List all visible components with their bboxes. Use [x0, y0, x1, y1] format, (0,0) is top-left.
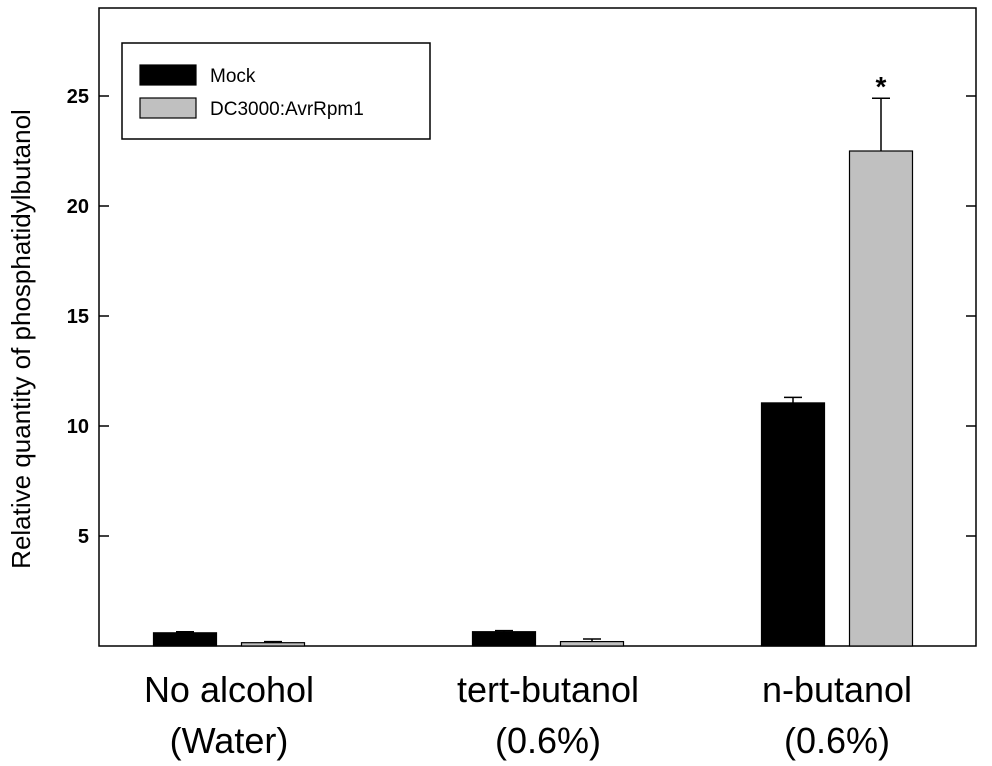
legend-label-1: DC3000:AvrRpm1: [210, 99, 364, 120]
y-tick-label: 15: [67, 306, 89, 328]
y-tick-label: 5: [78, 526, 89, 548]
legend-label-0: Mock: [210, 66, 256, 87]
y-tick-label: 20: [67, 196, 89, 218]
x-category-label-line1: No alcohol: [144, 669, 314, 710]
bar-dc3000-1: [559, 640, 625, 647]
bar-dc3000-2: [848, 150, 914, 647]
legend-box: [121, 42, 431, 140]
bar-dc3000-0: [240, 642, 306, 647]
x-category-label-line2: (0.6%): [495, 720, 601, 761]
x-category-label-line1: n-butanol: [762, 669, 912, 710]
bar-mock-1: [471, 631, 537, 647]
x-category-label-line2: (Water): [170, 720, 289, 761]
y-tick-label: 25: [67, 86, 89, 108]
y-axis-label: Relative quantity of phosphatidylbutanol: [6, 109, 36, 569]
bar-mock-2: [760, 402, 826, 647]
x-category-label-line2: (0.6%): [784, 720, 890, 761]
y-tick-label: 10: [67, 416, 89, 438]
x-category-label-line1: tert-butanol: [457, 669, 639, 710]
legend-swatch-1: [139, 97, 197, 119]
significance-asterisk: *: [876, 71, 887, 102]
legend-swatch-0: [139, 64, 197, 86]
plot-area-frame: [98, 7, 977, 647]
bar-mock-0: [152, 632, 218, 647]
